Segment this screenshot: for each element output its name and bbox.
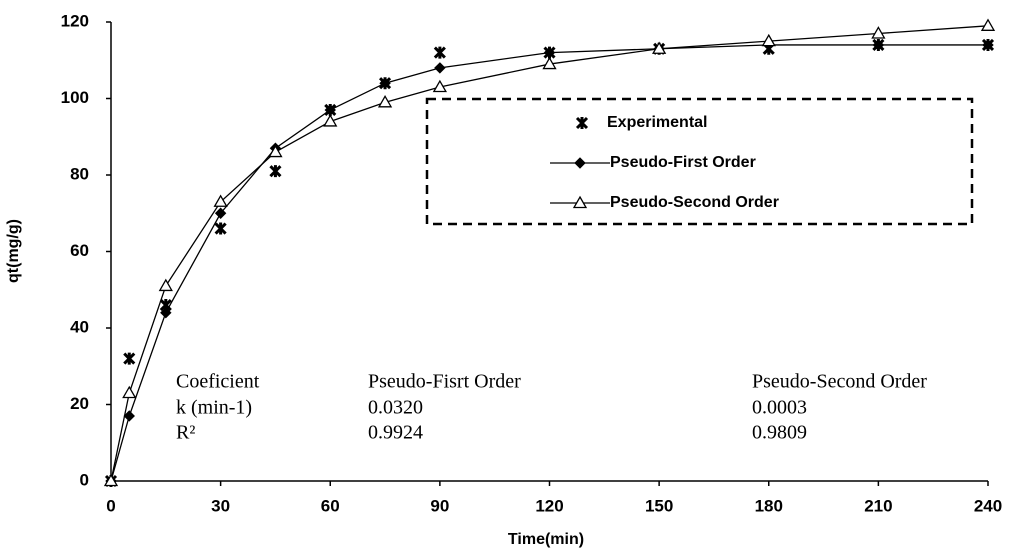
data-point: [122, 385, 137, 399]
table-cell: 0.0003: [752, 397, 807, 419]
y-tick-label: 40: [70, 317, 89, 336]
legend-marker: [575, 116, 589, 130]
table-cell: Coeficient: [176, 371, 260, 393]
table-cell: 0.9809: [752, 422, 807, 444]
data-point: [542, 56, 557, 70]
y-tick-label: 20: [70, 394, 89, 413]
y-tick-label: 0: [80, 470, 89, 489]
data-point: [982, 39, 994, 51]
x-tick-label: 210: [864, 496, 892, 515]
data-point: [214, 207, 227, 219]
x-tick-label: 90: [430, 496, 449, 515]
data-point: [872, 39, 885, 51]
table-cell: 0.0320: [368, 397, 423, 419]
x-tick-label: 180: [755, 496, 783, 515]
x-tick-label: 240: [974, 496, 1002, 515]
data-point: [323, 114, 338, 127]
data-point: [980, 18, 996, 31]
data-point: [268, 144, 283, 158]
data-point: [123, 410, 135, 422]
y-tick-label: 60: [70, 241, 89, 260]
y-tick-label: 120: [61, 11, 89, 30]
table-cell: k (min-1): [176, 397, 252, 419]
data-point: [377, 95, 393, 108]
x-tick-label: 0: [106, 496, 115, 515]
data-point: [432, 79, 447, 93]
table-cell: R²: [176, 422, 195, 444]
table-cell: Pseudo-Fisrt Order: [368, 371, 521, 393]
legend-label: Pseudo-First Order: [610, 154, 756, 171]
data-point: [123, 352, 136, 365]
data-point: [214, 222, 227, 235]
data-point: [434, 62, 446, 74]
table-cell: 0.9924: [368, 422, 423, 444]
legend-label: Experimental: [607, 114, 707, 131]
table-cell: Pseudo-Second Order: [752, 371, 927, 393]
data-point: [213, 194, 228, 207]
data-point: [433, 46, 446, 59]
y-axis-label: qt(mg/g): [5, 219, 22, 283]
x-tick-label: 60: [321, 496, 340, 515]
y-tick-label: 80: [70, 164, 89, 183]
legend-marker: [572, 195, 588, 209]
data-point: [158, 278, 173, 292]
data-point: [269, 165, 282, 178]
legend-box: [425, 97, 974, 226]
data-point: [761, 33, 776, 47]
x-tick-label: 150: [645, 496, 673, 515]
x-tick-label: 30: [211, 496, 230, 515]
legend-label: Pseudo-Second Order: [610, 194, 779, 211]
x-axis-label: Time(min): [508, 531, 584, 548]
data-point: [379, 77, 391, 89]
x-tick-label: 120: [535, 496, 563, 515]
data-point: [103, 473, 119, 487]
y-tick-label: 100: [61, 88, 89, 107]
legend-marker: [574, 157, 586, 169]
data-point: [871, 26, 886, 39]
data-point: [160, 306, 172, 319]
data-point: [652, 41, 667, 54]
